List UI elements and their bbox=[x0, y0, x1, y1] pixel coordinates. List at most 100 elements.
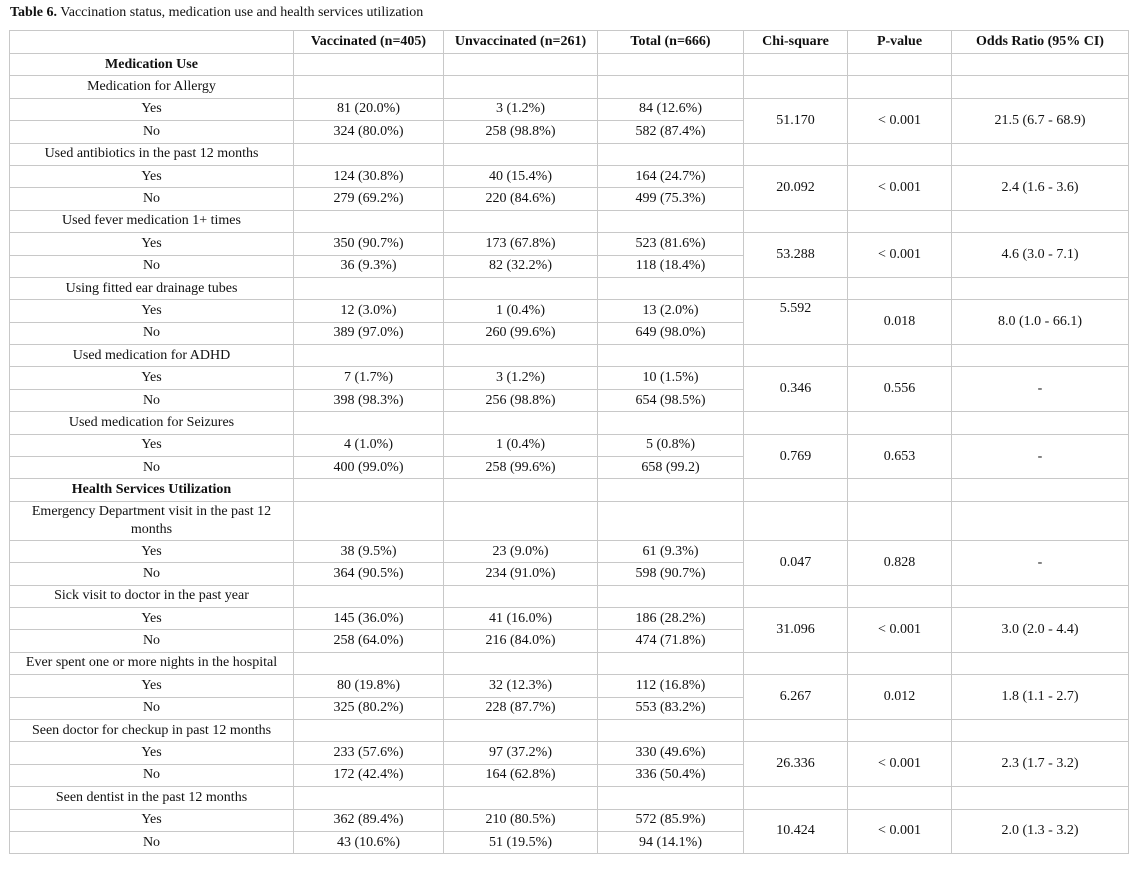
count-cell: 43 (10.6%) bbox=[293, 830, 444, 855]
count-cell: 234 (91.0%) bbox=[443, 562, 598, 586]
count-cell: 364 (90.5%) bbox=[293, 562, 444, 586]
response-label: Yes bbox=[9, 164, 294, 189]
empty-cell bbox=[951, 344, 1129, 368]
empty-cell bbox=[293, 584, 444, 608]
count-cell: 330 (49.6%) bbox=[597, 741, 744, 765]
group-row: Used antibiotics in the past 12 months bbox=[9, 142, 1129, 166]
count-cell: 256 (98.8%) bbox=[443, 388, 598, 413]
response-label: No bbox=[9, 321, 294, 346]
empty-cell bbox=[951, 411, 1129, 435]
group-row: Emergency Department visit in the past 1… bbox=[9, 500, 1129, 541]
response-label: No bbox=[9, 187, 294, 211]
empty-cell bbox=[443, 718, 598, 743]
header-cell: Vaccinated (n=405) bbox=[293, 30, 444, 54]
chi-square-cell: 26.336 bbox=[743, 741, 848, 788]
group-row: Seen doctor for checkup in past 12 month… bbox=[9, 718, 1129, 743]
count-cell: 112 (16.8%) bbox=[597, 674, 744, 698]
results-table: Vaccinated (n=405) Unvaccinated (n=261) … bbox=[9, 30, 1129, 855]
empty-cell bbox=[847, 651, 952, 676]
p-value-cell: < 0.001 bbox=[847, 232, 952, 278]
count-cell: 97 (37.2%) bbox=[443, 741, 598, 765]
empty-cell bbox=[743, 500, 848, 541]
yes-row: Yes 81 (20.0%) 3 (1.2%) 84 (12.6%) 51.170 < 0… bbox=[9, 97, 1129, 144]
count-cell: 7 (1.7%) bbox=[293, 366, 444, 390]
p-value-cell: < 0.001 bbox=[847, 741, 952, 788]
empty-cell bbox=[847, 584, 952, 608]
count-cell: 164 (62.8%) bbox=[443, 763, 598, 788]
empty-cell bbox=[443, 584, 598, 608]
empty-cell bbox=[443, 411, 598, 435]
table-title: Vaccination status, medication use and h… bbox=[56, 5, 424, 20]
chi-square-cell: 5.592 bbox=[743, 299, 848, 346]
odds-ratio-cell: - bbox=[951, 366, 1129, 413]
group-label: Medication for Allergy bbox=[9, 75, 294, 99]
empty-cell bbox=[597, 209, 744, 234]
count-cell: 325 (80.2%) bbox=[293, 696, 444, 720]
p-value-cell: 0.828 bbox=[847, 539, 952, 586]
count-cell: 220 (84.6%) bbox=[443, 187, 598, 211]
count-cell: 582 (87.4%) bbox=[597, 120, 744, 144]
no-row: No 36 (9.3%) 82 (32.2%) 118 (18.4%) bbox=[9, 254, 1129, 278]
empty-cell bbox=[847, 786, 952, 810]
empty-cell bbox=[951, 718, 1129, 743]
odds-ratio-cell: 1.8 (1.1 - 2.7) bbox=[951, 674, 1129, 720]
group-row: Used medication for ADHD bbox=[9, 344, 1129, 368]
group-label: Used antibiotics in the past 12 months bbox=[9, 142, 294, 166]
count-cell: 3 (1.2%) bbox=[443, 366, 598, 390]
no-row: No 364 (90.5%) 234 (91.0%) 598 (90.7%) bbox=[9, 562, 1129, 586]
response-label: No bbox=[9, 456, 294, 480]
empty-cell bbox=[951, 75, 1129, 99]
count-cell: 10 (1.5%) bbox=[597, 366, 744, 390]
empty-cell bbox=[443, 651, 598, 676]
count-cell: 172 (42.4%) bbox=[293, 763, 444, 788]
header-row: Vaccinated (n=405) Unvaccinated (n=261) … bbox=[9, 30, 1129, 54]
odds-ratio-cell: 4.6 (3.0 - 7.1) bbox=[951, 232, 1129, 278]
count-cell: 523 (81.6%) bbox=[597, 232, 744, 256]
count-cell: 1 (0.4%) bbox=[443, 433, 598, 458]
yes-row: Yes 362 (89.4%) 210 (80.5%) 572 (85.9%) 10.4… bbox=[9, 808, 1129, 855]
no-row: No 325 (80.2%) 228 (87.7%) 553 (83.2%) bbox=[9, 696, 1129, 720]
count-cell: 649 (98.0%) bbox=[597, 321, 744, 346]
response-label: No bbox=[9, 696, 294, 720]
count-cell: 51 (19.5%) bbox=[443, 830, 598, 855]
chi-square-cell: 10.424 bbox=[743, 808, 848, 855]
p-value-cell: < 0.001 bbox=[847, 164, 952, 211]
header-cell: Chi-square bbox=[743, 30, 848, 54]
yes-row: Yes 233 (57.6%) 97 (37.2%) 330 (49.6%) 26.33… bbox=[9, 741, 1129, 788]
table-number: Table 6. bbox=[10, 5, 57, 20]
group-label: Emergency Department visit in the past 1… bbox=[9, 500, 294, 541]
count-cell: 32 (12.3%) bbox=[443, 674, 598, 698]
empty-cell bbox=[293, 478, 444, 502]
count-cell: 336 (50.4%) bbox=[597, 763, 744, 788]
empty-cell bbox=[743, 651, 848, 676]
count-cell: 279 (69.2%) bbox=[293, 187, 444, 211]
count-cell: 94 (14.1%) bbox=[597, 830, 744, 855]
no-row: No 389 (97.0%) 260 (99.6%) 649 (98.0%) bbox=[9, 321, 1129, 346]
count-cell: 499 (75.3%) bbox=[597, 187, 744, 211]
group-row: Used fever medication 1+ times bbox=[9, 209, 1129, 234]
group-label: Sick visit to doctor in the past year bbox=[9, 584, 294, 608]
empty-cell bbox=[597, 52, 744, 77]
count-cell: 572 (85.9%) bbox=[597, 808, 744, 832]
response-label: Yes bbox=[9, 674, 294, 698]
no-row: No 400 (99.0%) 258 (99.6%) 658 (99.2) bbox=[9, 456, 1129, 480]
empty-cell bbox=[847, 52, 952, 77]
odds-ratio-cell: 3.0 (2.0 - 4.4) bbox=[951, 606, 1129, 653]
empty-cell bbox=[951, 651, 1129, 676]
yes-row: Yes 350 (90.7%) 173 (67.8%) 523 (81.6%) 53.2… bbox=[9, 232, 1129, 278]
empty-cell bbox=[951, 209, 1129, 234]
count-cell: 474 (71.8%) bbox=[597, 629, 744, 653]
count-cell: 400 (99.0%) bbox=[293, 456, 444, 480]
empty-cell bbox=[951, 500, 1129, 541]
empty-cell bbox=[847, 478, 952, 502]
count-cell: 84 (12.6%) bbox=[597, 97, 744, 122]
empty-cell bbox=[293, 344, 444, 368]
p-value-cell: < 0.001 bbox=[847, 606, 952, 653]
count-cell: 598 (90.7%) bbox=[597, 562, 744, 586]
empty-cell bbox=[293, 411, 444, 435]
header-cell: Odds Ratio (95% CI) bbox=[951, 30, 1129, 54]
yes-row: Yes 80 (19.8%) 32 (12.3%) 112 (16.8%) 6.267 0… bbox=[9, 674, 1129, 720]
chi-square-cell: 0.047 bbox=[743, 539, 848, 586]
p-value-cell: < 0.001 bbox=[847, 97, 952, 144]
odds-ratio-cell: 21.5 (6.7 - 68.9) bbox=[951, 97, 1129, 144]
